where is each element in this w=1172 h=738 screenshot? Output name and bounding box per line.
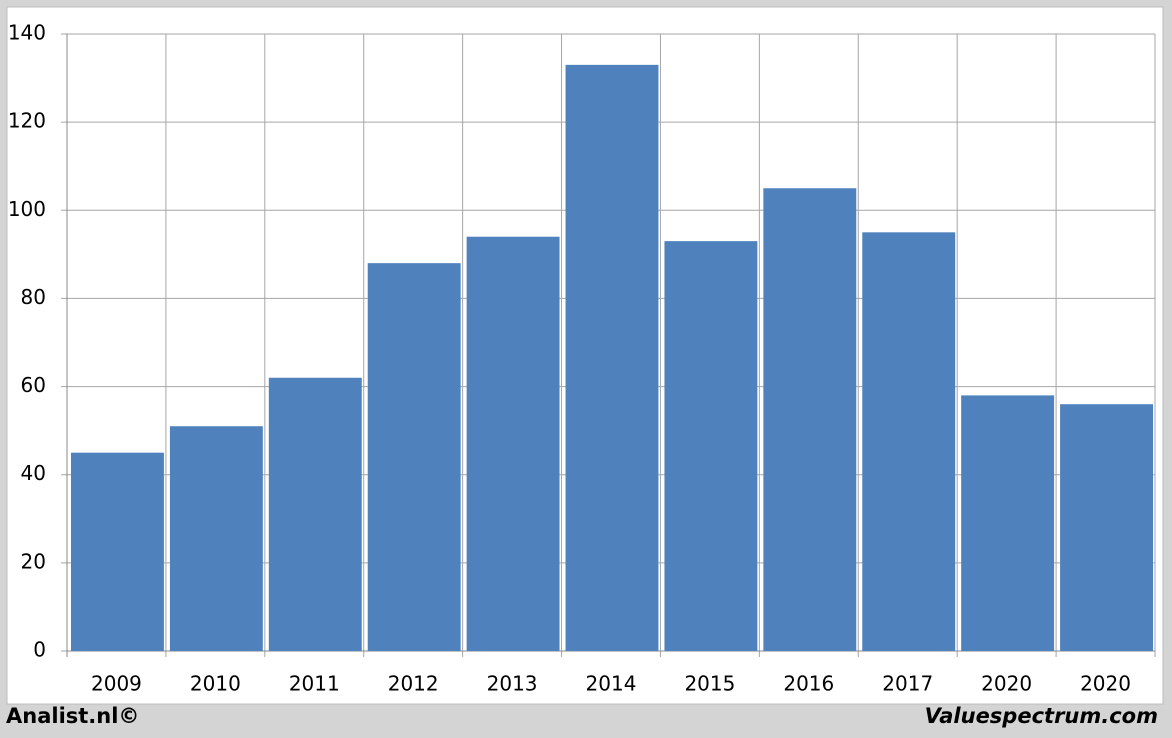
x-tick-label: 2020: [981, 672, 1032, 696]
x-tick-label: 2017: [882, 672, 933, 696]
y-tick-label: 20: [21, 549, 46, 573]
x-tick-label: 2012: [388, 672, 439, 696]
bar: [71, 452, 164, 651]
y-tick-label: 120: [8, 109, 46, 133]
bar: [268, 377, 362, 651]
y-tick-label: 100: [8, 197, 46, 221]
bar: [763, 188, 857, 651]
x-tick-label: 2009: [91, 672, 142, 696]
y-tick-label: 140: [8, 21, 46, 45]
x-tick-label: 2013: [487, 672, 538, 696]
x-tick-label: 2016: [783, 672, 834, 696]
bar: [862, 232, 956, 652]
bar: [1060, 404, 1153, 651]
y-tick-label: 40: [21, 461, 46, 485]
y-tick-label: 60: [21, 373, 46, 397]
bar: [565, 64, 659, 652]
x-tick-label: 2010: [190, 672, 241, 696]
bar: [466, 236, 560, 651]
x-tick-label: 2011: [289, 672, 340, 696]
y-tick-label: 80: [21, 285, 46, 309]
source-left: Analist.nl©: [6, 704, 139, 728]
bar: [664, 241, 758, 651]
x-tick-label: 2014: [586, 672, 637, 696]
y-tick-label: 0: [33, 638, 46, 662]
x-tick-label: 2015: [684, 672, 735, 696]
bar: [961, 395, 1055, 651]
source-right: Valuespectrum.com: [925, 704, 1158, 728]
x-tick-label: 2020: [1080, 672, 1131, 696]
bar: [367, 263, 461, 651]
bar: [169, 426, 263, 651]
